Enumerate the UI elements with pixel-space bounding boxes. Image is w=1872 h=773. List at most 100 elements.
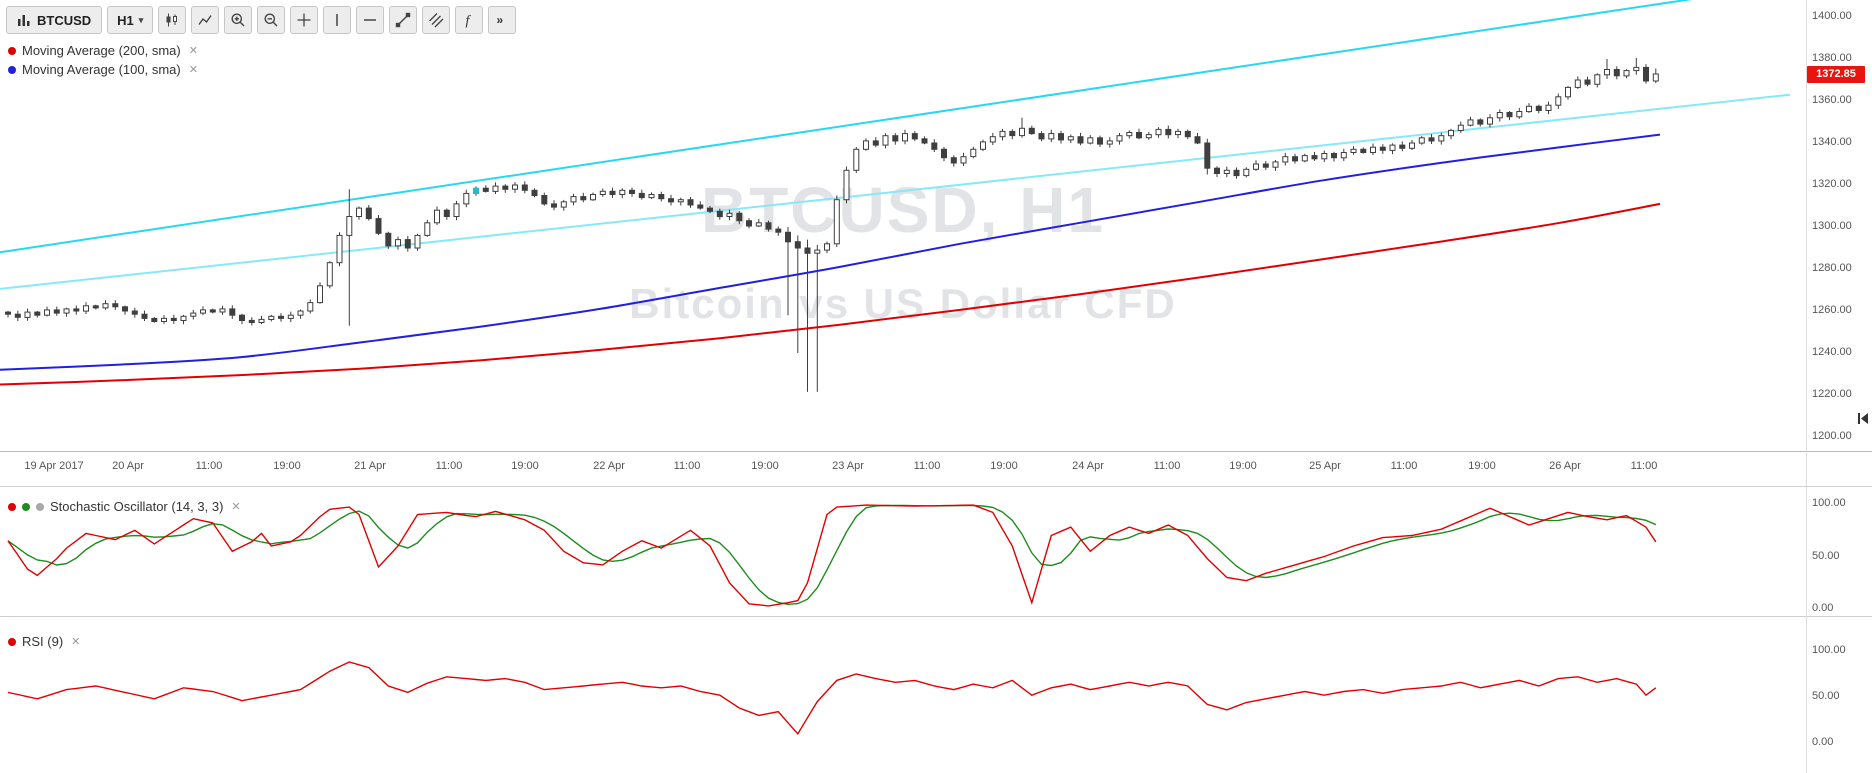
time-axis-label: 11:00 — [1630, 460, 1658, 472]
line-chart-button[interactable] — [191, 6, 220, 34]
time-axis-label: 11:00 — [195, 460, 223, 472]
ma100-legend-label: Moving Average (100, sma) — [22, 62, 181, 77]
stochastic-panel-separator[interactable] — [0, 486, 1872, 487]
price-axis-label: 1320.00 — [1812, 178, 1852, 190]
svg-text:»: » — [497, 13, 504, 27]
time-axis-label: 11:00 — [1153, 460, 1181, 472]
time-axis-label: 21 Apr — [354, 460, 386, 472]
time-axis-label: 19 Apr 2017 — [24, 460, 84, 472]
crosshair-icon — [297, 13, 311, 27]
vertical-line-tool-button[interactable] — [323, 6, 352, 34]
rsi-remove-icon[interactable]: ✕ — [71, 636, 81, 648]
rsi-axis-label: 0.00 — [1812, 736, 1834, 748]
rsi-line[interactable] — [7, 661, 1657, 735]
trend-line-tool-icon — [396, 12, 411, 28]
stochastic-axis[interactable]: 100.00 50.00 0.00 — [1810, 487, 1872, 616]
scroll-to-end-glyph — [1858, 413, 1868, 424]
stochastic-d-line[interactable] — [7, 504, 1657, 606]
more-tools-icon: » — [497, 13, 504, 27]
price-axis-label: 1300.00 — [1812, 220, 1852, 232]
stochastic-neutral-color-dot — [36, 502, 44, 511]
time-axis-label: 11:00 — [913, 460, 941, 472]
time-axis-label: 19:00 — [1229, 460, 1257, 472]
rsi-legend-label: RSI (9) — [22, 634, 64, 649]
indicator-function-icon: f — [466, 14, 472, 29]
price-axis-label: 1200.00 — [1812, 430, 1852, 442]
indicator-legend-group: Moving Average (200, sma) ✕ Moving Avera… — [8, 42, 198, 80]
horizontal-line-tool-icon — [364, 19, 377, 21]
price-chart[interactable] — [0, 0, 1806, 451]
time-axis[interactable]: 19 Apr 2017 20 Apr 11:00 19:00 21 Apr 11:00 19… — [0, 452, 1806, 486]
ma100-remove-icon[interactable]: ✕ — [188, 64, 198, 76]
last-price-badge: 1372.85 — [1807, 66, 1865, 83]
time-axis-label: 22 Apr — [593, 460, 625, 472]
rsi-axis-label: 100.00 — [1812, 644, 1846, 656]
rsi-legend-group: RSI (9) ✕ — [8, 633, 80, 652]
time-axis-separator — [0, 451, 1872, 452]
candlestick-chart-button[interactable] — [158, 6, 187, 34]
ma200-remove-icon[interactable]: ✕ — [188, 45, 198, 57]
symbol-label: BTCUSD — [37, 12, 92, 28]
price-axis-label: 1340.00 — [1812, 136, 1852, 148]
zoom-in-icon — [231, 13, 245, 27]
stochastic-panel-chart[interactable] — [0, 487, 1806, 616]
time-axis-label: 20 Apr — [112, 460, 144, 472]
candlestick-chart-icon — [166, 13, 178, 27]
timeframe-label: H1 — [117, 12, 134, 28]
candlestick-series — [5, 58, 1659, 392]
ma100-color-dot — [8, 65, 16, 74]
price-axis[interactable]: 1400.00 1380.00 1360.00 1340.00 1320.00 1300.… — [1810, 0, 1872, 451]
legend-rsi[interactable]: RSI (9) ✕ — [8, 633, 80, 650]
toolbar-tools: f» — [158, 6, 517, 34]
zoom-in-button[interactable] — [224, 6, 253, 34]
trend-channel-line-2[interactable] — [0, 93, 1791, 290]
zoom-out-button[interactable] — [257, 6, 286, 34]
horizontal-line-tool-button[interactable] — [356, 6, 385, 34]
ma200-line[interactable] — [0, 202, 1661, 386]
symbol-chart-icon — [18, 15, 30, 26]
time-axis-label: 11:00 — [435, 460, 463, 472]
price-axis-separator — [1806, 0, 1807, 773]
price-axis-label: 1380.00 — [1812, 52, 1852, 64]
price-axis-label: 1360.00 — [1812, 94, 1852, 106]
toolbar: BTCUSD H1 ▾ f» — [6, 6, 517, 34]
rsi-axis-label: 50.00 — [1812, 690, 1840, 702]
vertical-line-tool-icon — [336, 14, 339, 26]
more-tools-button[interactable]: » — [488, 6, 517, 34]
crosshair-button[interactable] — [290, 6, 319, 34]
rsi-panel-chart[interactable] — [0, 617, 1806, 773]
stochastic-k-color-dot — [8, 502, 16, 511]
ma200-color-dot — [8, 46, 16, 55]
legend-ma100[interactable]: Moving Average (100, sma) ✕ — [8, 61, 198, 78]
time-axis-label: 19:00 — [990, 460, 1018, 472]
legend-stochastic[interactable]: Stochastic Oscillator (14, 3, 3) ✕ — [8, 498, 241, 515]
stochastic-axis-label: 50.00 — [1812, 550, 1840, 562]
stochastic-axis-label: 0.00 — [1812, 602, 1834, 614]
timeframe-button[interactable]: H1 ▾ — [107, 6, 154, 34]
time-axis-label: 25 Apr — [1309, 460, 1341, 472]
time-axis-label: 19:00 — [273, 460, 301, 472]
time-axis-label: 19:00 — [511, 460, 539, 472]
indicator-function-button[interactable]: f — [455, 6, 484, 34]
legend-ma200[interactable]: Moving Average (200, sma) ✕ — [8, 42, 198, 59]
symbol-button[interactable]: BTCUSD — [6, 6, 103, 34]
rsi-panel-separator[interactable] — [0, 616, 1872, 617]
stochastic-axis-label: 100.00 — [1812, 497, 1846, 509]
price-axis-label: 1240.00 — [1812, 346, 1852, 358]
time-axis-label: 23 Apr — [832, 460, 864, 472]
stochastic-k-line[interactable] — [7, 504, 1657, 607]
stochastic-d-color-dot — [22, 502, 30, 511]
rsi-color-dot — [8, 637, 16, 646]
svg-text:f: f — [466, 14, 472, 29]
stochastic-legend-label: Stochastic Oscillator (14, 3, 3) — [50, 499, 224, 514]
rsi-axis[interactable]: 100.00 50.00 0.00 — [1810, 617, 1872, 773]
scroll-to-end-icon[interactable] — [1857, 412, 1869, 430]
stochastic-remove-icon[interactable]: ✕ — [231, 501, 241, 513]
channel-tool-button[interactable] — [422, 6, 451, 34]
price-axis-label: 1400.00 — [1812, 10, 1852, 22]
trend-channel-line-1[interactable] — [0, 0, 1790, 254]
ma200-legend-label: Moving Average (200, sma) — [22, 43, 181, 58]
ma100-line[interactable] — [0, 133, 1661, 371]
trend-line-tool-button[interactable] — [389, 6, 418, 34]
